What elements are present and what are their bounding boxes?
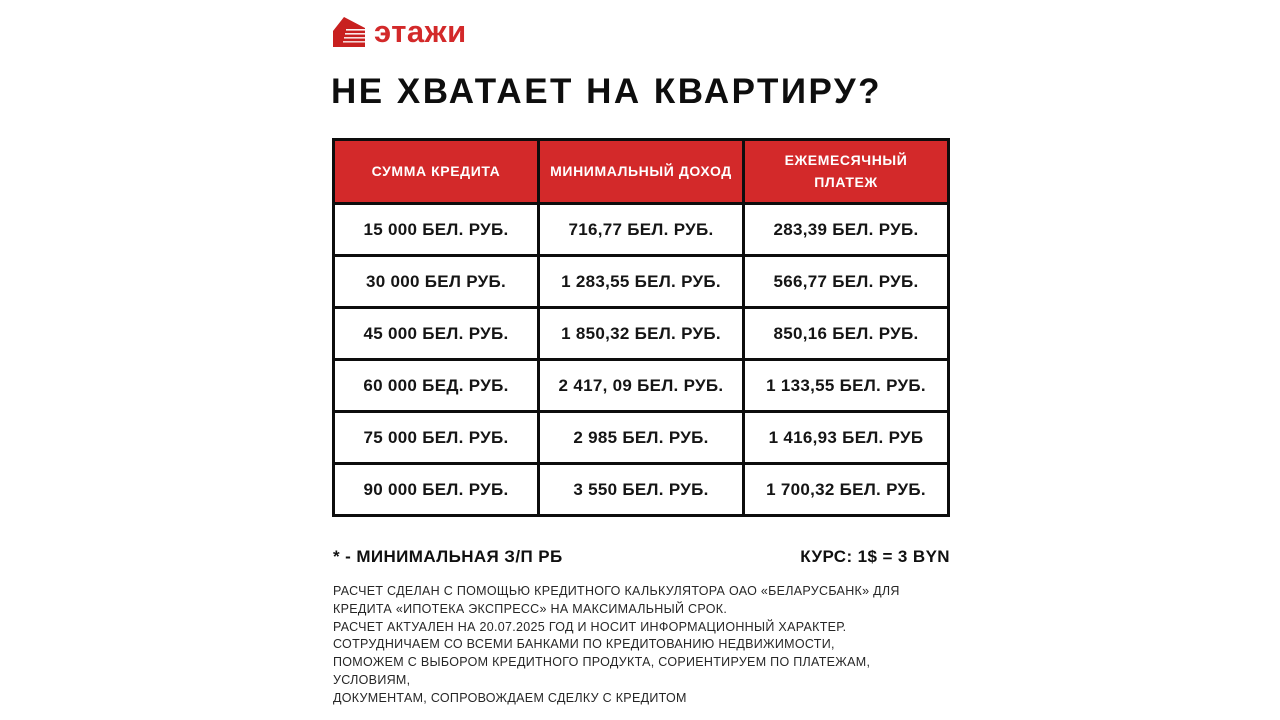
- table-row: 60 000 БЕД. РУБ. 2 417, 09 БЕЛ. РУБ. 1 1…: [332, 358, 950, 413]
- cell-monthly-payment: 283,39 БЕЛ. РУБ.: [742, 202, 950, 257]
- cell-credit-sum: 60 000 БЕД. РУБ.: [332, 358, 540, 413]
- column-header-monthly-payment: ЕЖЕМЕСЯЧНЫЙ ПЛАТЕЖ: [742, 138, 950, 205]
- credit-table: СУММА КРЕДИТА МИНИМАЛЬНЫЙ ДОХОД ЕЖЕМЕСЯЧ…: [332, 138, 950, 517]
- cell-credit-sum: 30 000 БЕЛ РУБ.: [332, 254, 540, 309]
- brand-logo-text: этажи: [374, 14, 467, 49]
- table-row: 30 000 БЕЛ РУБ. 1 283,55 БЕЛ. РУБ. 566,7…: [332, 254, 950, 309]
- cell-monthly-payment: 1 133,55 БЕЛ. РУБ.: [742, 358, 950, 413]
- footnote-row: * - МИНИМАЛЬНАЯ З/П РБ КУРС: 1$ = 3 BYN: [333, 547, 950, 567]
- disclaimer-line: РАСЧЕТ АКТУАЛЕН НА 20.07.2025 ГОД И НОСИ…: [333, 619, 847, 634]
- cell-monthly-payment: 1 416,93 БЕЛ. РУБ: [742, 410, 950, 465]
- column-header-min-income: МИНИМАЛЬНЫЙ ДОХОД: [537, 138, 745, 205]
- cell-monthly-payment: 850,16 БЕЛ. РУБ.: [742, 306, 950, 361]
- cell-min-income: 2 417, 09 БЕЛ. РУБ.: [537, 358, 745, 413]
- table-row: 15 000 БЕЛ. РУБ. 716,77 БЕЛ. РУБ. 283,39…: [332, 202, 950, 257]
- disclaimer-line: ПОМОЖЕМ С ВЫБОРОМ КРЕДИТНОГО ПРОДУКТА, С…: [333, 655, 871, 670]
- cell-credit-sum: 90 000 БЕЛ. РУБ.: [332, 462, 540, 517]
- column-header-credit-sum: СУММА КРЕДИТА: [332, 138, 540, 205]
- cell-min-income: 1 283,55 БЕЛ. РУБ.: [537, 254, 745, 309]
- disclaimer-line: УСЛОВИЯМ,: [333, 672, 411, 687]
- disclaimer-line: ДОКУМЕНТАМ, СОПРОВОЖДАЕМ СДЕЛКУ С КРЕДИТ…: [333, 690, 687, 705]
- table-row: 45 000 БЕЛ. РУБ. 1 850,32 БЕЛ. РУБ. 850,…: [332, 306, 950, 361]
- table-row: 90 000 БЕЛ. РУБ. 3 550 БЕЛ. РУБ. 1 700,3…: [332, 462, 950, 517]
- table-row: 75 000 БЕЛ. РУБ. 2 985 БЕЛ. РУБ. 1 416,9…: [332, 410, 950, 465]
- house-floors-icon: [333, 16, 365, 47]
- brand-logo: этажи: [333, 16, 467, 47]
- cell-credit-sum: 75 000 БЕЛ. РУБ.: [332, 410, 540, 465]
- cell-credit-sum: 15 000 БЕЛ. РУБ.: [332, 202, 540, 257]
- disclaimer-line: СОТРУДНИЧАЕМ СО ВСЕМИ БАНКАМИ ПО КРЕДИТО…: [333, 637, 835, 652]
- cell-min-income: 716,77 БЕЛ. РУБ.: [537, 202, 745, 257]
- cell-monthly-payment: 566,77 БЕЛ. РУБ.: [742, 254, 950, 309]
- cell-min-income: 2 985 БЕЛ. РУБ.: [537, 410, 745, 465]
- disclaimer-line: РАСЧЕТ СДЕЛАН С ПОМОЩЬЮ КРЕДИТНОГО КАЛЬК…: [333, 584, 900, 598]
- cell-min-income: 3 550 БЕЛ. РУБ.: [537, 462, 745, 517]
- footnote-min-salary: * - МИНИМАЛЬНАЯ З/П РБ: [333, 547, 563, 566]
- table-header-row: СУММА КРЕДИТА МИНИМАЛЬНЫЙ ДОХОД ЕЖЕМЕСЯЧ…: [332, 138, 950, 205]
- page-title: НЕ ХВАТАЕТ НА КВАРТИРУ?: [331, 72, 883, 111]
- disclaimer-line: КРЕДИТА «ИПОТЕКА ЭКСПРЕСС» НА МАКСИМАЛЬН…: [333, 601, 728, 616]
- cell-min-income: 1 850,32 БЕЛ. РУБ.: [537, 306, 745, 361]
- disclaimer-block: РАСЧЕТ СДЕЛАН С ПОМОЩЬЮ КРЕДИТНОГО КАЛЬК…: [333, 583, 983, 708]
- footnote-exchange-rate: КУРС: 1$ = 3 BYN: [800, 547, 950, 566]
- cell-monthly-payment: 1 700,32 БЕЛ. РУБ.: [742, 462, 950, 517]
- cell-credit-sum: 45 000 БЕЛ. РУБ.: [332, 306, 540, 361]
